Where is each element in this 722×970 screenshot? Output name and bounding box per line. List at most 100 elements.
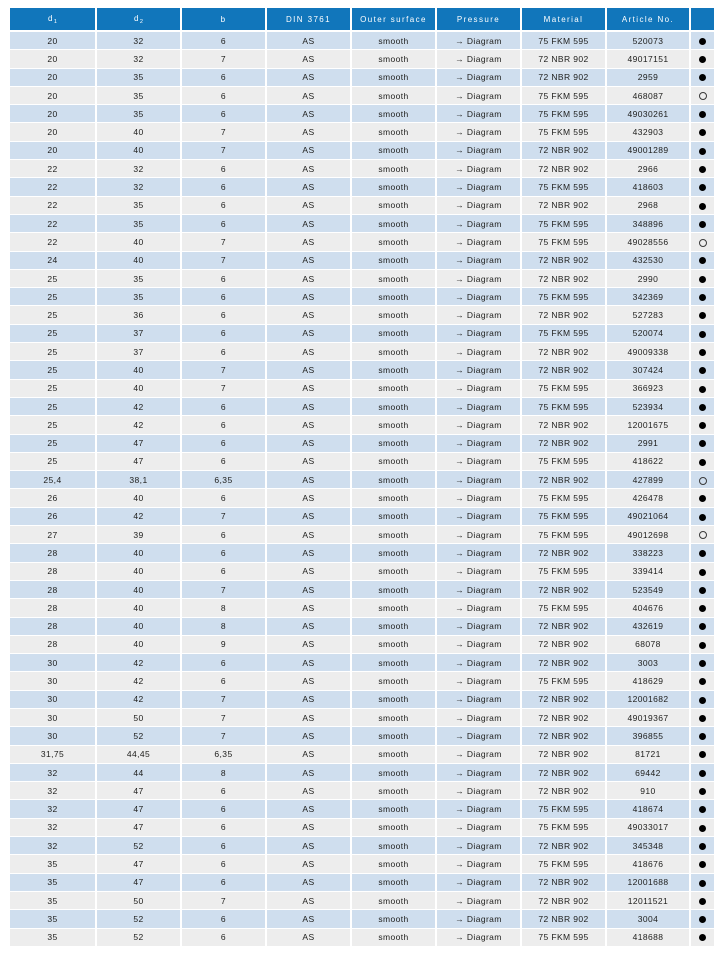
cell-surface: smooth bbox=[351, 525, 437, 545]
cell-pressure: → Diagram bbox=[436, 708, 522, 728]
cell-d2: 32 bbox=[96, 31, 182, 51]
cell-b: 7 bbox=[181, 690, 267, 709]
cell-surface: smooth bbox=[351, 726, 437, 746]
cell-d1: 30 bbox=[10, 653, 97, 673]
cell-d2: 47 bbox=[96, 781, 182, 801]
cell-material: 72 NBR 902 bbox=[521, 690, 607, 709]
cell-pressure: → Diagram bbox=[436, 214, 522, 234]
cell-d2: 47 bbox=[96, 799, 182, 819]
cell-availability bbox=[690, 452, 714, 472]
cell-d2: 38,1 bbox=[96, 470, 182, 490]
cell-article: 432903 bbox=[606, 122, 691, 142]
filled-circle-icon bbox=[699, 678, 706, 686]
cell-availability bbox=[690, 470, 714, 490]
cell-d2: 42 bbox=[96, 397, 182, 417]
filled-circle-icon bbox=[699, 275, 706, 283]
cell-d2: 40 bbox=[96, 580, 182, 600]
cell-din: AS bbox=[266, 671, 352, 691]
cell-surface: smooth bbox=[351, 562, 437, 581]
filled-circle-icon bbox=[699, 37, 706, 45]
cell-surface: smooth bbox=[351, 452, 437, 472]
cell-d1: 30 bbox=[10, 726, 97, 746]
cell-material: 75 FKM 595 bbox=[521, 86, 607, 106]
cell-d2: 40 bbox=[96, 488, 182, 508]
cell-din: AS bbox=[266, 854, 352, 874]
cell-din: AS bbox=[266, 49, 352, 69]
cell-b: 6 bbox=[181, 342, 267, 362]
cell-material: 72 NBR 902 bbox=[521, 196, 607, 215]
cell-article: 520073 bbox=[606, 31, 691, 51]
cell-d2: 42 bbox=[96, 653, 182, 673]
cell-b: 6 bbox=[181, 196, 267, 215]
table-row: 25 47 6 AS smooth → Diagram 75 FKM 595 418622 bbox=[10, 452, 714, 472]
cell-pressure: → Diagram bbox=[436, 104, 522, 124]
table-row: 20 32 7 AS smooth → Diagram 72 NBR 902 49017151 bbox=[10, 49, 714, 69]
cell-availability bbox=[690, 726, 714, 746]
table-row: 20 35 6 AS smooth → Diagram 72 NBR 902 2959 bbox=[10, 68, 714, 87]
cell-article: 2966 bbox=[606, 159, 691, 179]
cell-material: 75 FKM 595 bbox=[521, 488, 607, 508]
cell-d1: 32 bbox=[10, 763, 97, 783]
cell-din: AS bbox=[266, 690, 352, 709]
cell-d1: 24 bbox=[10, 251, 97, 270]
cell-article: 49030261 bbox=[606, 104, 691, 124]
cell-b: 6 bbox=[181, 31, 267, 51]
cell-din: AS bbox=[266, 141, 352, 161]
table-row: 25 37 6 AS smooth → Diagram 75 FKM 595 520074 bbox=[10, 324, 714, 344]
cell-d2: 35 bbox=[96, 287, 182, 307]
filled-circle-icon bbox=[699, 111, 706, 119]
table-row: 20 32 6 AS smooth → Diagram 75 FKM 595 520073 bbox=[10, 31, 714, 51]
cell-din: AS bbox=[266, 763, 352, 783]
cell-d1: 25 bbox=[10, 360, 97, 380]
cell-pressure: → Diagram bbox=[436, 928, 522, 947]
cell-material: 72 NBR 902 bbox=[521, 360, 607, 380]
cell-availability bbox=[690, 854, 714, 874]
cell-material: 72 NBR 902 bbox=[521, 781, 607, 801]
cell-article: 339414 bbox=[606, 562, 691, 581]
cell-availability bbox=[690, 543, 714, 563]
cell-article: 2959 bbox=[606, 68, 691, 87]
cell-pressure: → Diagram bbox=[436, 745, 522, 764]
filled-circle-icon bbox=[699, 440, 706, 448]
cell-availability bbox=[690, 507, 714, 527]
cell-article: 12001688 bbox=[606, 873, 691, 892]
cell-article: 348896 bbox=[606, 214, 691, 234]
cell-d1: 35 bbox=[10, 928, 97, 947]
filled-circle-icon bbox=[699, 897, 706, 905]
cell-b: 6 bbox=[181, 671, 267, 691]
cell-pressure: → Diagram bbox=[436, 470, 522, 490]
cell-din: AS bbox=[266, 818, 352, 838]
cell-d2: 50 bbox=[96, 708, 182, 728]
cell-b: 8 bbox=[181, 763, 267, 783]
cell-din: AS bbox=[266, 232, 352, 252]
cell-surface: smooth bbox=[351, 177, 437, 197]
table-row: 25 42 6 AS smooth → Diagram 75 FKM 595 523934 bbox=[10, 397, 714, 417]
table-row: 25 40 7 AS smooth → Diagram 75 FKM 595 366923 bbox=[10, 379, 714, 398]
filled-circle-icon bbox=[699, 147, 706, 155]
cell-article: 427899 bbox=[606, 470, 691, 490]
cell-d1: 30 bbox=[10, 708, 97, 728]
cell-pressure: → Diagram bbox=[436, 836, 522, 856]
cell-material: 72 NBR 902 bbox=[521, 159, 607, 179]
cell-b: 6 bbox=[181, 214, 267, 234]
cell-d1: 25 bbox=[10, 342, 97, 362]
cell-b: 6 bbox=[181, 305, 267, 325]
cell-d1: 22 bbox=[10, 214, 97, 234]
filled-circle-icon bbox=[699, 165, 706, 173]
cell-d2: 39 bbox=[96, 525, 182, 545]
filled-circle-icon bbox=[699, 56, 706, 64]
cell-d2: 35 bbox=[96, 269, 182, 289]
cell-availability bbox=[690, 580, 714, 600]
cell-din: AS bbox=[266, 159, 352, 179]
cell-din: AS bbox=[266, 269, 352, 289]
cell-availability bbox=[690, 68, 714, 87]
table-row: 25 35 6 AS smooth → Diagram 75 FKM 595 342369 bbox=[10, 287, 714, 307]
cell-availability bbox=[690, 324, 714, 344]
cell-availability bbox=[690, 104, 714, 124]
cell-d2: 50 bbox=[96, 891, 182, 911]
cell-b: 6 bbox=[181, 86, 267, 106]
cell-d1: 25,4 bbox=[10, 470, 97, 490]
cell-d2: 40 bbox=[96, 141, 182, 161]
cell-d2: 42 bbox=[96, 507, 182, 527]
cell-material: 75 FKM 595 bbox=[521, 287, 607, 307]
